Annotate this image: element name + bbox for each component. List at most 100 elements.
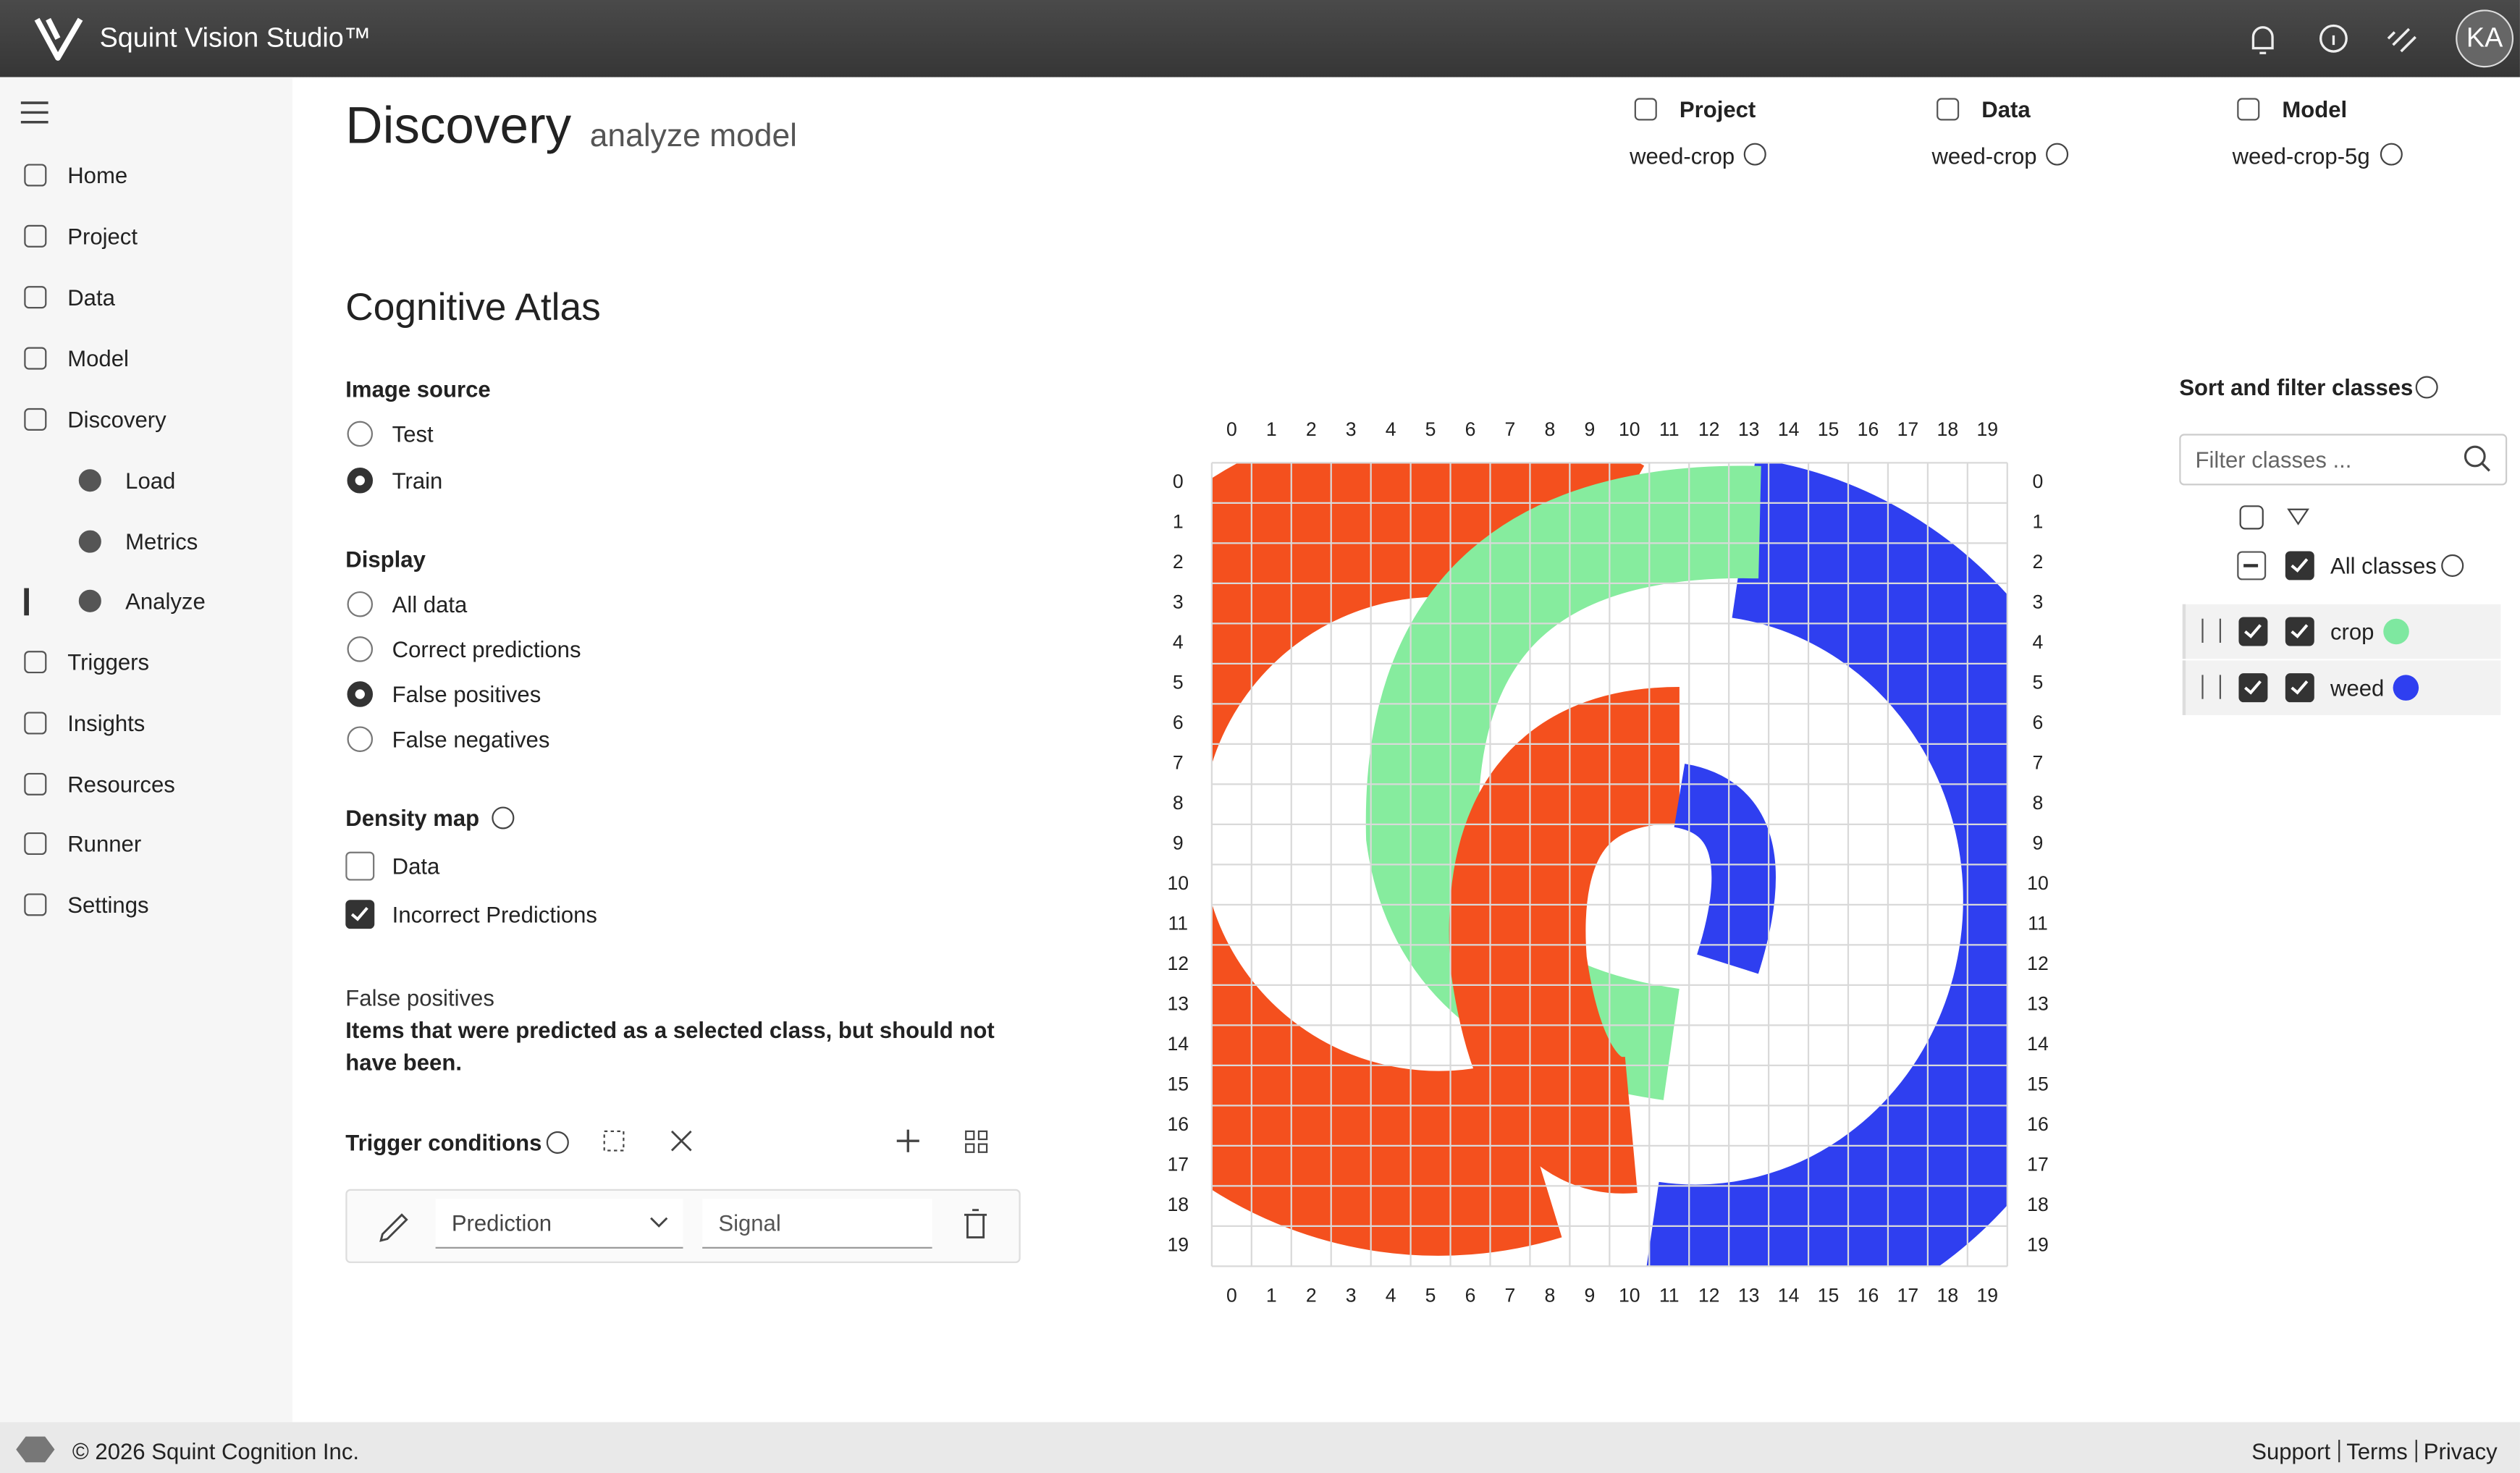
info-icon[interactable]	[2380, 143, 2403, 166]
sort-handle[interactable]	[2201, 675, 2222, 699]
column-label: 8	[1545, 1285, 1556, 1307]
row-label: 4	[2033, 631, 2044, 653]
nav-item[interactable]: Data	[67, 284, 115, 311]
description-title: False positives	[345, 984, 494, 1011]
radio[interactable]	[347, 726, 374, 752]
field-select[interactable]	[435, 1199, 683, 1249]
nav-item[interactable]: Metrics	[125, 528, 198, 554]
column-label: 6	[1465, 1285, 1476, 1307]
check-mark	[2291, 558, 2309, 573]
info-icon[interactable]	[492, 806, 515, 830]
column-label: 4	[1386, 418, 1396, 440]
info-icon[interactable]	[546, 1131, 569, 1154]
trigger-toolbar[interactable]	[591, 1122, 1013, 1164]
checkbox[interactable]	[345, 851, 375, 881]
column-label: 7	[1505, 1285, 1516, 1307]
nav-active-bar	[24, 588, 29, 616]
expand-all[interactable]	[2237, 551, 2267, 581]
nav-icon	[24, 164, 47, 187]
info-icon[interactable]	[2441, 554, 2464, 577]
search-icon	[2464, 445, 2490, 472]
column-label: 9	[1584, 1285, 1595, 1307]
select-caret	[650, 1217, 668, 1228]
nav-item[interactable]: Model	[67, 345, 129, 371]
row-label: 17	[1167, 1154, 1189, 1176]
trigger-icons[interactable]	[370, 1202, 1013, 1247]
info-icon[interactable]	[2415, 376, 2438, 399]
column-label: 8	[1545, 418, 1556, 440]
column-label: 19	[1976, 418, 1998, 440]
footer-link[interactable]: Support	[2251, 1438, 2331, 1464]
top-icons[interactable]	[2243, 20, 2469, 62]
nav-item[interactable]: Insights	[67, 710, 146, 736]
column-label: 5	[1425, 1285, 1436, 1307]
checkbox[interactable]	[2238, 673, 2268, 703]
menu-button[interactable]	[20, 100, 51, 126]
row-label: 10	[2027, 872, 2049, 894]
checkbox[interactable]	[2238, 617, 2268, 646]
nav-item[interactable]: Settings	[67, 892, 149, 918]
row-label: 9	[2033, 832, 2044, 854]
context-label: Model	[2282, 96, 2348, 122]
info-icon[interactable]	[1743, 143, 1766, 166]
nav-icon	[78, 530, 101, 553]
row-label: 6	[1173, 712, 1184, 733]
column-label: 0	[1226, 418, 1237, 440]
column-label: 13	[1738, 418, 1760, 440]
avatar[interactable]: KA	[2456, 9, 2514, 68]
column-label: 10	[1619, 418, 1640, 440]
column-label: 10	[1619, 1285, 1640, 1307]
row-label: 17	[2027, 1154, 2049, 1176]
column-label: 6	[1465, 418, 1476, 440]
radio[interactable]	[347, 591, 374, 617]
footer-link[interactable]: Privacy	[2423, 1438, 2498, 1464]
column-label: 3	[1346, 418, 1357, 440]
row-label: 14	[2027, 1033, 2049, 1055]
checkbox[interactable]	[2285, 673, 2314, 703]
checkbox[interactable]	[2285, 551, 2314, 581]
footer-link[interactable]: Terms	[2346, 1438, 2408, 1464]
group-label: Image source	[345, 376, 491, 402]
nav-item[interactable]: Project	[67, 223, 138, 250]
signal-placeholder: Signal	[718, 1210, 781, 1236]
column-label: 5	[1425, 418, 1436, 440]
sort-handle[interactable]	[2201, 618, 2222, 643]
nav-item[interactable]: Resources	[67, 771, 175, 798]
check-mark	[2244, 680, 2262, 695]
atlas-map	[1211, 463, 2007, 1267]
checkbox[interactable]	[345, 900, 375, 929]
radio[interactable]	[347, 468, 374, 494]
context-label: Project	[1679, 96, 1756, 122]
row-label: 0	[2033, 470, 2044, 492]
radio[interactable]	[347, 681, 374, 707]
signal-input[interactable]	[702, 1199, 932, 1249]
check-mark	[2244, 624, 2262, 638]
row-label: 3	[1173, 591, 1184, 613]
class-tools[interactable]	[2237, 502, 2317, 533]
row-label: 13	[1167, 993, 1189, 1015]
column-label: 16	[1858, 418, 1879, 440]
class-filter-input[interactable]	[2179, 434, 2508, 486]
class-name: weed	[2330, 675, 2385, 701]
nav-item[interactable]: Analyze	[125, 588, 206, 615]
class-row	[2182, 604, 2501, 659]
nav-item[interactable]: Runner	[67, 830, 142, 857]
nav-item[interactable]: Load	[125, 468, 176, 494]
row-label: 7	[1173, 752, 1184, 774]
nav-icon	[78, 469, 101, 492]
radio[interactable]	[347, 636, 374, 662]
row-label: 15	[1167, 1073, 1189, 1095]
footer-separator	[2415, 1440, 2417, 1463]
page-title: Discovery	[345, 96, 572, 155]
nav-item[interactable]: Home	[67, 162, 128, 188]
radio-label: All data	[392, 591, 468, 617]
nav-item[interactable]: Discovery	[67, 406, 167, 433]
checkbox[interactable]	[2285, 617, 2314, 646]
info-icon[interactable]	[2046, 143, 2069, 166]
nav-item[interactable]: Triggers	[67, 649, 150, 675]
column-label: 17	[1897, 418, 1919, 440]
radio[interactable]	[347, 421, 374, 447]
